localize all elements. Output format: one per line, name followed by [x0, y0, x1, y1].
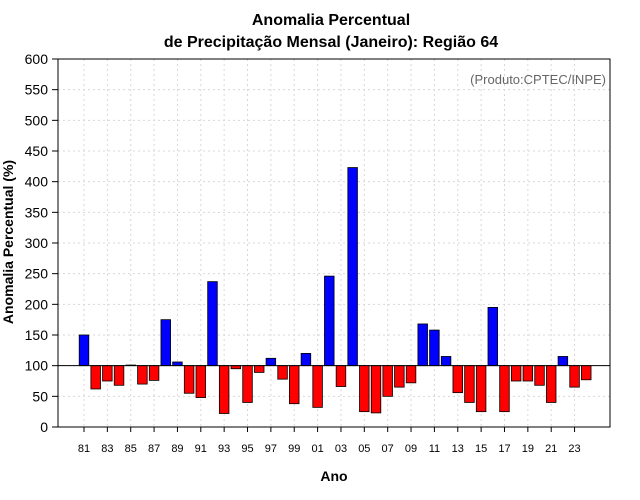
x-tick-label: 09	[405, 443, 417, 455]
bar-93	[218, 365, 230, 414]
x-tick-label: 97	[265, 443, 277, 455]
bar-11	[429, 329, 440, 367]
y-tick-label: 250	[25, 266, 49, 282]
bar-02	[324, 275, 335, 367]
y-axis-label: Anomalia Percentual (%)	[0, 160, 16, 324]
x-tick-label: 23	[568, 443, 580, 455]
x-tick-label: 19	[522, 443, 534, 455]
bar-24	[581, 365, 592, 381]
bar-87	[148, 365, 160, 381]
bar-23	[569, 365, 580, 388]
chart-title: Anomalia Percentual	[252, 12, 410, 29]
bar-99	[289, 365, 300, 405]
plot-frame	[57, 58, 611, 428]
y-tick-label: 500	[25, 112, 49, 128]
bar-96	[253, 365, 265, 373]
bar-12	[440, 356, 452, 367]
bar-84	[113, 365, 125, 386]
bar-90	[183, 365, 195, 394]
bar-14	[464, 365, 475, 403]
y-tick-label: 450	[25, 143, 49, 159]
bar-97	[265, 357, 277, 367]
bar-18	[510, 365, 522, 382]
x-tick-label: 89	[171, 443, 183, 455]
bar-92	[207, 281, 218, 367]
x-axis-ticks: 81 83 85 87 89 91 93 95 97 99 01 03 05 07 09 11 13 15 17 19…	[78, 427, 581, 455]
x-tick-label: 07	[382, 443, 394, 455]
y-tick-label: 550	[25, 82, 49, 98]
bar-16	[487, 306, 499, 367]
x-tick-label: 83	[101, 443, 113, 455]
x-tick-label: 81	[78, 443, 90, 455]
x-tick-label: 91	[195, 443, 207, 455]
x-tick-label: 01	[311, 443, 323, 455]
bar-01	[312, 365, 323, 408]
y-tick-label: 300	[25, 235, 49, 251]
bar-07	[382, 365, 393, 397]
y-tick-label: 200	[25, 296, 49, 312]
bar-10	[417, 323, 428, 367]
bar-88	[160, 319, 171, 367]
y-tick-label: 0	[40, 419, 48, 435]
x-tick-label: 87	[148, 443, 160, 455]
y-tick-label: 400	[25, 174, 49, 190]
y-tick-label: 150	[25, 327, 49, 343]
x-tick-label: 99	[288, 443, 300, 455]
x-tick-label: 17	[498, 443, 510, 455]
bar-08	[394, 365, 405, 388]
y-axis-ticks: 0 50 100 150 200 250 300 350 400 450 500 550 600	[25, 51, 58, 435]
bar-13	[452, 365, 463, 394]
y-tick-label: 100	[25, 358, 49, 374]
bar-82	[90, 365, 101, 390]
bar-91	[195, 365, 207, 398]
bar-89	[172, 361, 183, 367]
bars	[78, 167, 592, 414]
bar-06	[370, 365, 382, 414]
x-tick-label: 95	[241, 443, 253, 455]
y-tick-label: 350	[25, 204, 49, 220]
x-tick-label: 15	[475, 443, 487, 455]
bar-15	[475, 365, 487, 413]
bar-86	[137, 365, 148, 385]
x-tick-label: 11	[429, 443, 440, 455]
bar-22	[557, 356, 569, 367]
bar-81	[78, 334, 90, 367]
x-tick-label: 93	[218, 443, 230, 455]
x-tick-label: 21	[545, 443, 557, 455]
bar-04	[347, 167, 358, 367]
x-tick-label: 85	[125, 443, 137, 455]
bar-21	[546, 365, 557, 403]
bar-19	[522, 365, 534, 382]
bar-98	[277, 365, 288, 380]
y-tick-label: 600	[25, 51, 49, 67]
bar-05	[359, 365, 370, 413]
bar-00	[300, 352, 312, 367]
x-tick-label: 05	[358, 443, 370, 455]
y-tick-label: 50	[32, 388, 48, 404]
bar-09	[405, 365, 417, 384]
source-note: (Produto:CPTEC/INPE)	[470, 72, 606, 87]
bar-95	[242, 365, 253, 403]
bar-03	[335, 365, 347, 387]
x-tick-label: 03	[335, 443, 347, 455]
x-axis-label: Ano	[320, 468, 347, 484]
bar-20	[534, 365, 545, 386]
chart-subtitle: de Precipitação Mensal (Janeiro): Região…	[164, 34, 498, 51]
bar-83	[102, 365, 113, 382]
bar-17	[499, 365, 510, 413]
x-tick-label: 13	[452, 443, 464, 455]
